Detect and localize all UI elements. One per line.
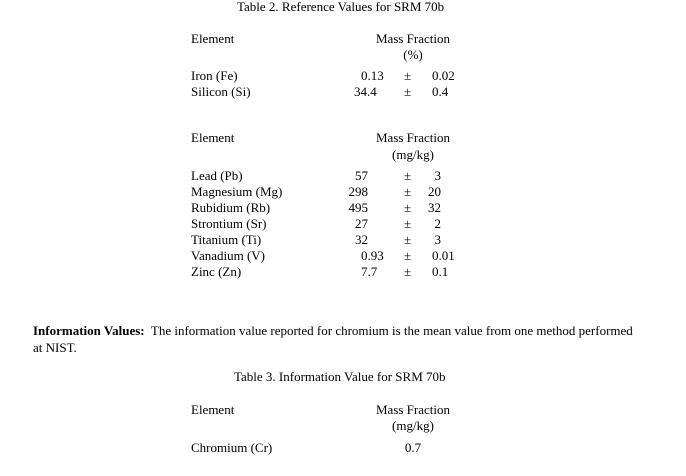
plus-minus: ± bbox=[404, 264, 412, 279]
info-label: Information Values: bbox=[33, 323, 145, 338]
row-value: 0.93 bbox=[361, 248, 384, 263]
row-uncertainty: 2 bbox=[434, 216, 442, 231]
row-uncertainty: 0.01 bbox=[432, 248, 455, 263]
row-uncertainty: 32 bbox=[428, 200, 441, 215]
table3-unit: (mg/kg) bbox=[392, 418, 434, 433]
table2b-col-mass: Mass Fraction bbox=[375, 130, 451, 145]
row-uncertainty: 3 bbox=[434, 232, 442, 247]
table3-row-element: Chromium (Cr) bbox=[191, 440, 273, 455]
row-element: Titanium (Ti) bbox=[191, 232, 262, 247]
row-element: Rubidium (Rb) bbox=[191, 200, 271, 215]
plus-minus: ± bbox=[404, 84, 412, 99]
row-element: Magnesium (Mg) bbox=[191, 184, 283, 199]
row-value: 57 bbox=[355, 168, 368, 183]
plus-minus: ± bbox=[404, 68, 412, 83]
row-value: 34.4 bbox=[354, 84, 377, 99]
row-uncertainty: 0.02 bbox=[432, 68, 455, 83]
row-value: 495 bbox=[348, 200, 369, 215]
table2a-unit: (%) bbox=[403, 47, 423, 62]
row-element: Strontium (Sr) bbox=[191, 216, 267, 231]
row-uncertainty: 0.1 bbox=[432, 264, 449, 279]
table3-col-mass: Mass Fraction bbox=[375, 402, 451, 417]
row-value: 27 bbox=[355, 216, 368, 231]
table3-col-element: Element bbox=[191, 402, 235, 417]
row-value: 32 bbox=[355, 232, 368, 247]
plus-minus: ± bbox=[404, 232, 412, 247]
row-uncertainty: 0.4 bbox=[432, 84, 449, 99]
row-element: Iron (Fe) bbox=[191, 68, 238, 83]
row-value: 298 bbox=[348, 184, 369, 199]
table3-title: Table 3. Information Value for SRM 70b bbox=[234, 369, 446, 384]
table2b-col-element: Element bbox=[191, 130, 235, 145]
row-value: 0.13 bbox=[361, 68, 384, 83]
row-uncertainty: 3 bbox=[434, 168, 442, 183]
table2a-col-mass: Mass Fraction bbox=[375, 31, 451, 46]
plus-minus: ± bbox=[404, 168, 412, 183]
row-element: Lead (Pb) bbox=[191, 168, 243, 183]
row-element: Zinc (Zn) bbox=[191, 264, 242, 279]
info-text: The information value reported for chrom… bbox=[150, 323, 633, 338]
table3-row-value: 0.7 bbox=[404, 440, 422, 455]
plus-minus: ± bbox=[404, 248, 412, 263]
row-element: Silicon (Si) bbox=[191, 84, 251, 99]
plus-minus: ± bbox=[404, 216, 412, 231]
row-uncertainty: 20 bbox=[428, 184, 441, 199]
plus-minus: ± bbox=[404, 184, 412, 199]
plus-minus: ± bbox=[404, 200, 412, 215]
table2-title: Table 2. Reference Values for SRM 70b bbox=[237, 0, 445, 14]
row-element: Vanadium (V) bbox=[191, 248, 266, 263]
table2a-col-element: Element bbox=[191, 31, 235, 46]
table2b-unit: (mg/kg) bbox=[392, 147, 434, 162]
row-value: 7.7 bbox=[361, 264, 378, 279]
info-text-2: at NIST. bbox=[33, 340, 77, 355]
